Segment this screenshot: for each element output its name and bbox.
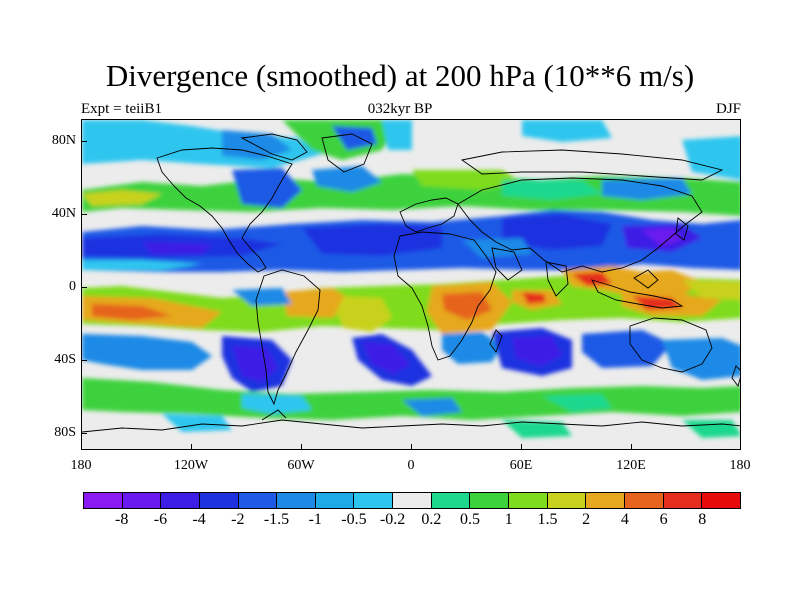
colorbar-label: -6	[153, 511, 168, 528]
colorbar-label: -2	[231, 511, 245, 528]
lon-label-180e: 180	[729, 458, 751, 473]
lon-tick-60w	[301, 444, 302, 450]
map-panel	[81, 119, 741, 450]
lat-tick-80n	[81, 141, 87, 142]
colorbar-label: -0.2	[379, 511, 406, 528]
colorbar-box	[238, 493, 278, 508]
lat-label-80n: 80N	[51, 133, 76, 148]
colorbar-box	[84, 493, 123, 508]
lon-label-0: 0	[407, 458, 415, 473]
lon-tick-60e	[521, 444, 522, 450]
colorbar-box	[354, 493, 394, 508]
colorbar-box	[663, 493, 703, 508]
lat-tick-40s	[81, 360, 87, 361]
experiment-label: Expt = teiiB1	[81, 101, 162, 117]
lat-label-80s: 80S	[54, 425, 76, 440]
lon-label-120e: 120E	[616, 458, 646, 473]
lon-label-60e: 60E	[509, 458, 533, 473]
colorbar-box	[702, 493, 740, 508]
period-label: 032kyr BP	[367, 101, 433, 117]
colorbar-label: 8	[698, 511, 707, 528]
season-label: DJF	[715, 101, 741, 117]
lat-label-40s: 40S	[54, 352, 76, 367]
colorbar-box	[199, 493, 239, 508]
colorbar-box	[315, 493, 355, 508]
colorbar-label: 6	[659, 511, 668, 528]
colorbar-label: 0.5	[460, 511, 481, 528]
colorbar-label: -8	[115, 511, 129, 528]
colorbar-label: 1.5	[537, 511, 558, 528]
colorbar-label: -4	[192, 511, 206, 528]
colorbar-label: -1.5	[263, 511, 290, 528]
colorbar-box	[509, 493, 548, 508]
lat-tick-80s	[81, 433, 87, 434]
colorbar-label: 0.2	[421, 511, 442, 528]
colorbar-box	[547, 493, 587, 508]
coastlines	[82, 133, 740, 433]
lon-label-180w: 180	[70, 458, 92, 473]
lon-label-120w: 120W	[173, 458, 209, 473]
lon-tick-0	[411, 444, 412, 450]
lat-tick-40n	[81, 214, 87, 215]
colorbar-box	[586, 493, 625, 508]
lon-label-60w: 60W	[287, 458, 315, 473]
colorbar-box	[161, 493, 200, 508]
lat-tick-eq	[81, 287, 87, 288]
colorbar-box	[470, 493, 510, 508]
lat-label-eq: 0	[69, 279, 76, 294]
colorbar	[83, 492, 741, 509]
colorbar-box	[122, 493, 162, 508]
lat-label-40n: 40N	[51, 206, 76, 221]
colorbar-label: -1	[308, 511, 322, 528]
divergence-field	[82, 120, 740, 449]
colorbar-label: -0.5	[341, 511, 367, 528]
colorbar-label: 4	[620, 511, 629, 528]
colorbar-box	[624, 493, 664, 508]
colorbar-label: 2	[582, 511, 591, 528]
map-title: Divergence (smoothed) at 200 hPa (10**6 …	[105, 58, 695, 93]
lon-tick-120w	[191, 444, 192, 450]
colorbar-box	[277, 493, 316, 508]
lon-tick-120e	[631, 444, 632, 450]
colorbar-box	[431, 493, 471, 508]
colorbar-label: 1	[504, 511, 513, 528]
colorbar-box	[393, 493, 432, 508]
divergence-shading	[82, 120, 740, 438]
